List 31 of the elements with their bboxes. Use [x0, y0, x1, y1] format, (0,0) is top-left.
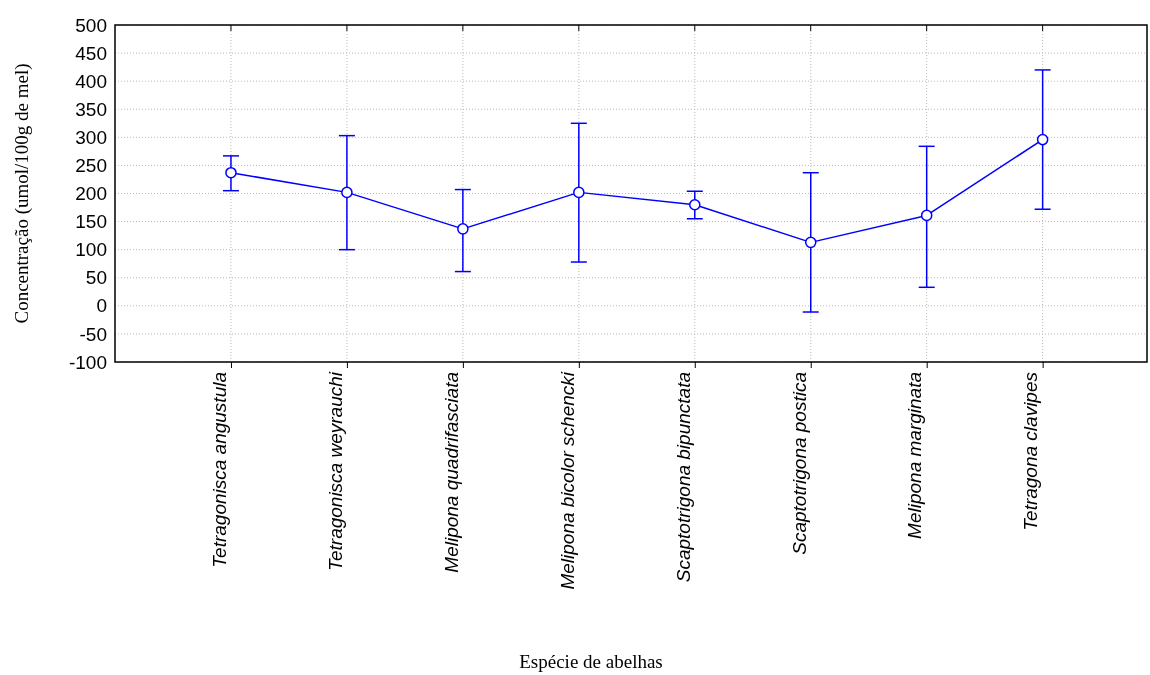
point: [688, 198, 701, 211]
x-tick-label: Tetragonisca weyrauchi: [324, 371, 346, 571]
x-tick-label: Melipona marginata: [904, 372, 926, 539]
point: [341, 186, 353, 199]
x-tick-label: Scaptotrigona bipunctata: [672, 372, 694, 583]
y-tick-label: 300: [75, 126, 107, 148]
x-tick-label: Scaptotrigona postica: [788, 372, 810, 555]
y-tick-label: -100: [68, 351, 107, 373]
y-tick-label: 400: [75, 70, 107, 92]
y-tick-label: 450: [75, 42, 107, 64]
y-tick-label: 150: [75, 211, 107, 233]
y-tick-label: 200: [75, 183, 107, 205]
y-tick-label: 250: [75, 155, 107, 176]
point: [457, 223, 469, 235]
point: [573, 186, 585, 199]
x-axis-title: Espécie de abelhas: [519, 651, 663, 672]
point: [1036, 133, 1049, 146]
x-tick-label: Tetragona clavipes: [1020, 371, 1042, 531]
x-tick-label: Melipona quadrifasciata: [440, 372, 462, 573]
y-tick-label: 350: [75, 98, 107, 120]
y-tick-label: 500: [75, 14, 107, 36]
x-tick-label: Melipona bicolor schencki: [556, 371, 578, 590]
y-axis-title: Concentração (umol/100g de mel): [11, 63, 33, 324]
y-tick-label: 50: [85, 267, 107, 289]
y-tick-label: 0: [96, 295, 107, 317]
point: [920, 209, 933, 222]
point: [225, 166, 237, 179]
x-tick-label: Tetragonisca angustula: [208, 372, 230, 568]
y-tick-label: -50: [79, 323, 107, 345]
point: [804, 236, 817, 249]
y-tick-label: 100: [75, 239, 107, 261]
